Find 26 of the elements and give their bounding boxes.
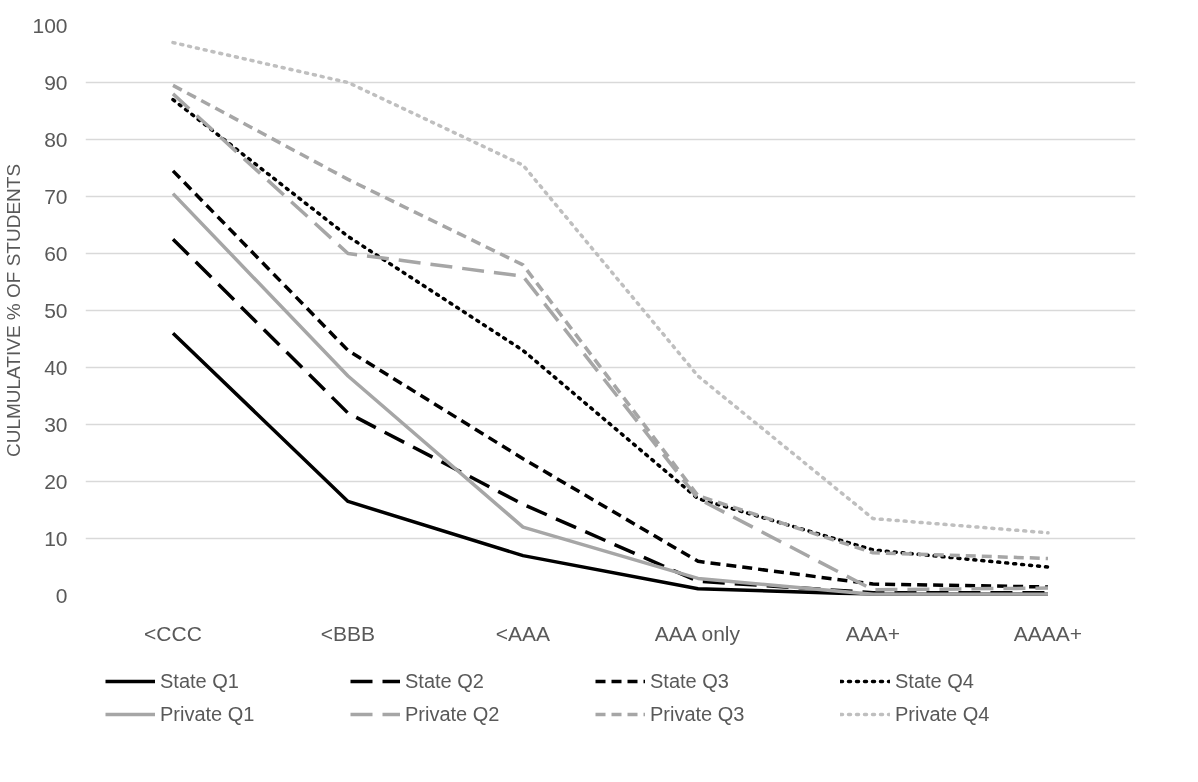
y-tick-label: 100 xyxy=(32,13,68,37)
y-tick-label: 80 xyxy=(44,127,68,151)
y-tick-label: 0 xyxy=(55,583,68,607)
legend-label: State Q2 xyxy=(405,669,485,693)
x-tick-label: <CCC xyxy=(144,621,202,645)
legend-label: Private Q1 xyxy=(160,702,256,726)
x-tick-label: AAA only xyxy=(654,621,741,645)
legend-label: Private Q3 xyxy=(650,702,746,726)
legend-label: Private Q4 xyxy=(895,702,991,726)
x-tick-label: AAA+ xyxy=(845,621,901,645)
y-tick-label: 30 xyxy=(44,412,68,436)
y-axis-title: CULMULATIVE % OF STUDENTS xyxy=(3,163,25,458)
y-tick-label: 20 xyxy=(44,469,68,493)
y-tick-label: 50 xyxy=(44,298,68,322)
legend-label: Private Q2 xyxy=(405,702,501,726)
y-tick-label: 70 xyxy=(44,184,68,208)
x-tick-label: <AAA xyxy=(495,621,551,645)
x-tick-label: <BBB xyxy=(320,621,376,645)
y-tick-label: 90 xyxy=(44,70,68,94)
legend-label: State Q3 xyxy=(650,669,730,693)
y-tick-label: 40 xyxy=(44,355,68,379)
y-tick-label: 60 xyxy=(44,241,68,265)
x-tick-label: AAAA+ xyxy=(1013,621,1083,645)
legend-label: State Q1 xyxy=(160,669,240,693)
legend-label: State Q4 xyxy=(895,669,975,693)
y-tick-label: 10 xyxy=(44,526,68,550)
